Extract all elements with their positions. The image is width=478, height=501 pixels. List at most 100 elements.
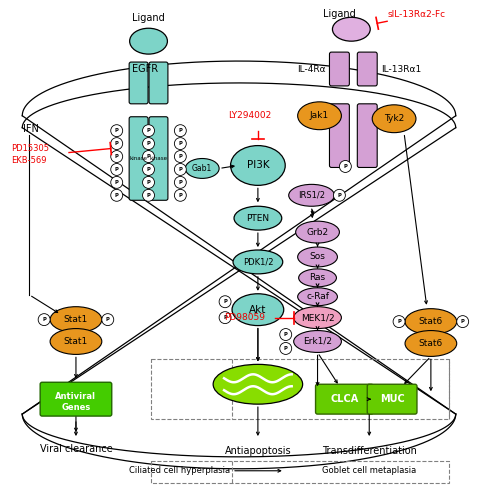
Circle shape (142, 176, 154, 188)
FancyBboxPatch shape (149, 62, 168, 104)
Ellipse shape (289, 184, 335, 206)
FancyBboxPatch shape (329, 104, 349, 167)
Circle shape (111, 189, 123, 201)
Circle shape (111, 163, 123, 175)
FancyBboxPatch shape (367, 384, 417, 414)
Text: Stat6: Stat6 (419, 339, 443, 348)
Circle shape (174, 138, 186, 150)
Text: P: P (284, 332, 288, 337)
Text: P: P (223, 315, 227, 320)
Text: Transdifferentiation: Transdifferentiation (322, 446, 417, 456)
Text: Genes: Genes (61, 403, 90, 412)
Circle shape (142, 151, 154, 162)
Text: Grb2: Grb2 (306, 227, 328, 236)
Circle shape (280, 329, 292, 341)
Text: PTEN: PTEN (246, 214, 270, 222)
Text: Stat6: Stat6 (419, 317, 443, 326)
Text: Ligand: Ligand (323, 10, 356, 20)
Text: PD15305: PD15305 (11, 144, 49, 153)
Text: P: P (178, 154, 182, 159)
Text: P: P (178, 167, 182, 172)
Text: Ligand: Ligand (132, 14, 165, 23)
Text: P: P (115, 141, 119, 146)
Circle shape (111, 125, 123, 137)
Text: MEK1/2: MEK1/2 (301, 313, 334, 322)
Circle shape (174, 163, 186, 175)
Text: P: P (147, 154, 151, 159)
Circle shape (111, 176, 123, 188)
Text: Tyk2: Tyk2 (384, 114, 404, 123)
Text: kinase: kinase (150, 156, 167, 161)
Text: P: P (115, 167, 119, 172)
Ellipse shape (230, 146, 285, 185)
Circle shape (142, 189, 154, 201)
Text: P: P (461, 319, 465, 324)
Text: P: P (223, 299, 227, 304)
Ellipse shape (296, 221, 339, 243)
Text: kinase: kinase (130, 156, 148, 161)
Ellipse shape (293, 331, 341, 352)
Circle shape (280, 343, 292, 354)
Circle shape (219, 312, 231, 324)
Ellipse shape (298, 247, 337, 267)
Circle shape (142, 138, 154, 150)
Text: P: P (178, 193, 182, 198)
FancyBboxPatch shape (129, 117, 148, 200)
Ellipse shape (234, 206, 282, 230)
Text: CLCA: CLCA (330, 394, 358, 404)
FancyBboxPatch shape (315, 384, 373, 414)
Text: Stat1: Stat1 (64, 337, 88, 346)
Text: P: P (397, 319, 401, 324)
Circle shape (393, 316, 405, 328)
Text: Gab1: Gab1 (192, 164, 212, 173)
Text: P: P (147, 193, 151, 198)
Text: IL-13Rα1: IL-13Rα1 (381, 65, 422, 74)
Ellipse shape (232, 294, 284, 326)
Ellipse shape (213, 364, 303, 404)
Circle shape (38, 314, 50, 326)
Ellipse shape (293, 307, 341, 329)
Text: P: P (284, 346, 288, 351)
FancyBboxPatch shape (358, 104, 377, 167)
Ellipse shape (372, 105, 416, 133)
Text: Antiapoptosis: Antiapoptosis (225, 446, 291, 456)
Text: LY294002: LY294002 (228, 111, 272, 120)
Text: Antiviral: Antiviral (55, 392, 97, 401)
Text: PD98059: PD98059 (224, 313, 265, 322)
Text: P: P (115, 128, 119, 133)
Text: Viral clearance: Viral clearance (40, 444, 112, 454)
Ellipse shape (50, 307, 102, 333)
FancyBboxPatch shape (329, 52, 349, 86)
Ellipse shape (333, 18, 370, 41)
Circle shape (174, 176, 186, 188)
Text: P: P (147, 141, 151, 146)
Text: PDK1/2: PDK1/2 (243, 258, 273, 267)
Text: EKB-569: EKB-569 (11, 156, 47, 165)
Text: P: P (106, 317, 110, 322)
Text: IL-4Rα: IL-4Rα (297, 65, 326, 74)
Circle shape (102, 314, 114, 326)
Circle shape (111, 151, 123, 162)
FancyBboxPatch shape (358, 52, 377, 86)
Text: P: P (178, 180, 182, 185)
Ellipse shape (298, 102, 341, 130)
Text: Ras: Ras (309, 274, 326, 283)
Circle shape (174, 151, 186, 162)
Text: EGFR: EGFR (132, 64, 159, 74)
Ellipse shape (233, 250, 283, 274)
Circle shape (142, 163, 154, 175)
Text: Erk1/2: Erk1/2 (303, 337, 332, 346)
Text: P: P (337, 193, 341, 198)
Text: IRS1/2: IRS1/2 (298, 191, 325, 200)
Ellipse shape (299, 269, 337, 287)
Text: P: P (147, 128, 151, 133)
Text: P: P (115, 193, 119, 198)
Text: P: P (115, 180, 119, 185)
Text: Akt: Akt (249, 305, 267, 315)
Circle shape (334, 189, 346, 201)
Text: P: P (343, 164, 348, 169)
Text: P: P (42, 317, 46, 322)
Ellipse shape (298, 288, 337, 306)
Circle shape (111, 138, 123, 150)
FancyBboxPatch shape (149, 117, 168, 200)
